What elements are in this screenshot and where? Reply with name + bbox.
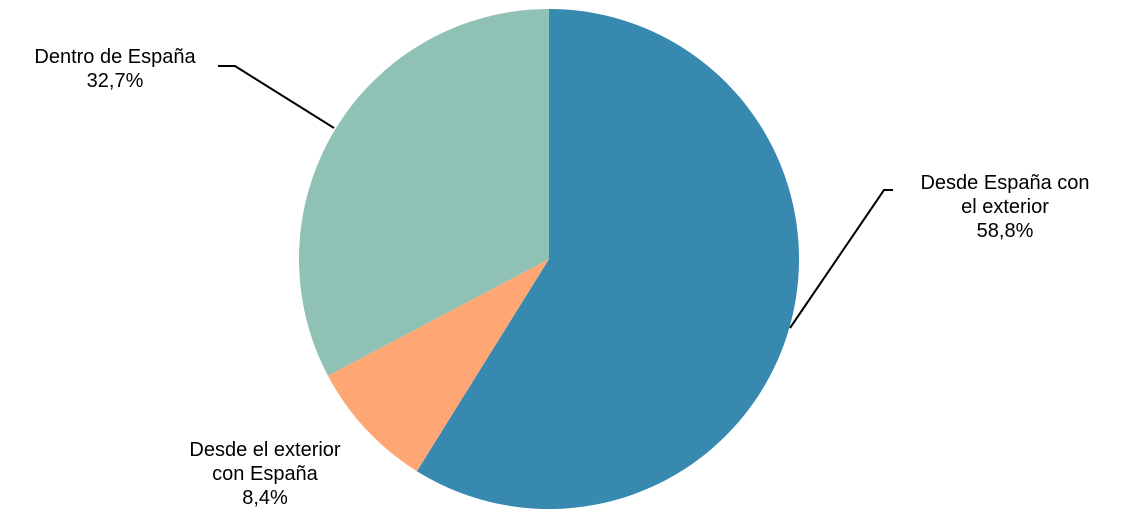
leader-line bbox=[218, 65, 335, 129]
slice-label-line: con España bbox=[212, 463, 318, 485]
pie-slice-desde-españa-con-el-exterior bbox=[416, 9, 800, 510]
slice-label-dentro-de-espana: Dentro de España 32,7% bbox=[0, 45, 230, 93]
slice-label-desde-el-exterior-con-espana: Desde el exterior con España 8,4% bbox=[150, 438, 380, 510]
pie-slice-dentro-de-españa bbox=[298, 9, 549, 376]
slice-value-label: 8,4% bbox=[242, 487, 288, 509]
slice-label-line: el exterior bbox=[961, 196, 1049, 218]
slice-label-line: Dentro de España bbox=[34, 46, 196, 68]
slice-label-desde-espana-con-el-exterior: Desde España con el exterior 58,8% bbox=[890, 171, 1120, 243]
pie-slices bbox=[298, 9, 800, 510]
leader-line bbox=[789, 189, 893, 329]
slice-value-label: 32,7% bbox=[86, 70, 144, 92]
slice-value-label: 58,8% bbox=[976, 220, 1034, 242]
slice-label-line: Desde el exterior bbox=[189, 439, 341, 461]
pie-slice-desde-el-exterior-con-españa bbox=[327, 259, 549, 472]
leader-lines bbox=[218, 65, 893, 329]
slice-label-line: Desde España con bbox=[920, 172, 1090, 194]
